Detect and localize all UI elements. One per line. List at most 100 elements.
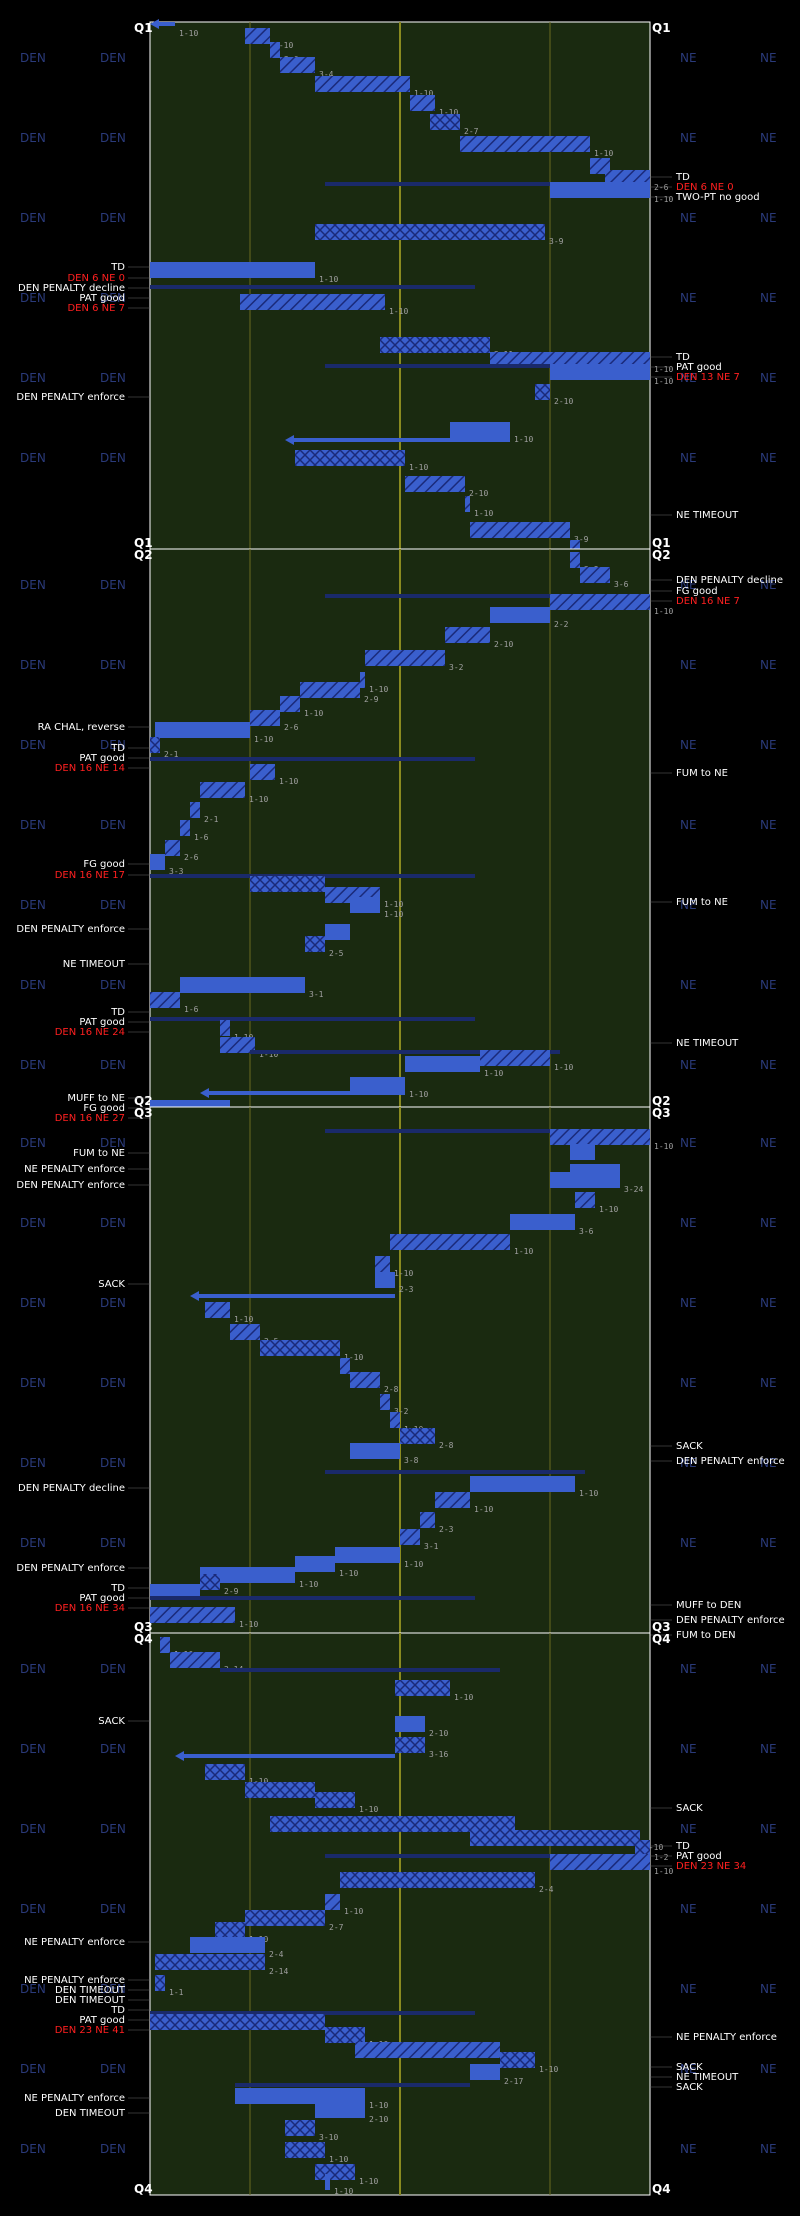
- play-bar: [405, 1056, 480, 1072]
- side-tag-den: DEN: [20, 1456, 46, 1470]
- down-distance: 2-6: [284, 723, 299, 732]
- play-bar: [285, 2120, 315, 2136]
- play-bar: [550, 182, 650, 198]
- side-tag-den: DEN: [20, 1216, 46, 1230]
- score-label: DEN 16 NE 24: [55, 1027, 125, 1038]
- quarter-label: Q3: [652, 1106, 671, 1120]
- quarter-label: Q1: [652, 536, 671, 550]
- play-bar: [245, 1910, 325, 1926]
- play-bar: [470, 522, 570, 538]
- drive-line: [325, 1129, 650, 1133]
- play-arrow: [175, 1751, 184, 1761]
- play-annotation: SACK: [98, 1279, 125, 1290]
- side-tag-ne: NE: [760, 1822, 777, 1836]
- down-distance: 1-10: [409, 1090, 428, 1099]
- play-bar: [510, 1214, 575, 1230]
- down-distance: 1-10: [254, 735, 273, 744]
- drive-line: [325, 1854, 650, 1858]
- play-annotation: DEN PENALTY enforce: [16, 392, 125, 403]
- side-tag-ne: NE: [760, 1058, 777, 1072]
- down-distance: 2-17: [504, 2077, 523, 2086]
- down-distance: 1-10: [474, 1505, 493, 1514]
- down-distance: 1-10: [514, 435, 533, 444]
- side-tag-den: DEN: [100, 1456, 126, 1470]
- play-annotation: NE TIMEOUT: [676, 510, 739, 521]
- quarter-label: Q2: [134, 548, 153, 562]
- side-tag-den: DEN: [100, 1742, 126, 1756]
- side-tag-ne: NE: [760, 1902, 777, 1916]
- down-distance: 1-10: [359, 1805, 378, 1814]
- play-annotation: NE TIMEOUT: [676, 2072, 739, 2083]
- play-bar: [395, 1716, 425, 1732]
- play-bar: [156, 22, 175, 26]
- side-tag-ne: NE: [680, 578, 697, 592]
- side-tag-den: DEN: [100, 1536, 126, 1550]
- play-bar: [635, 1840, 650, 1856]
- play-bar: [395, 1680, 450, 1696]
- down-distance: 2-9: [224, 1587, 239, 1596]
- side-tag-ne: NE: [760, 2062, 777, 2076]
- quarter-label: Q3: [134, 1620, 153, 1634]
- down-distance: 1-10: [274, 41, 293, 50]
- play-bar: [280, 57, 315, 73]
- play-bar: [291, 438, 510, 442]
- drive-line: [150, 285, 475, 289]
- side-tag-den: DEN: [100, 51, 126, 65]
- drive-line: [150, 2011, 475, 2015]
- play-annotation: SACK: [676, 1803, 703, 1814]
- side-tag-den: DEN: [20, 1296, 46, 1310]
- play-bar: [460, 136, 590, 152]
- down-distance: 1-10: [234, 1315, 253, 1324]
- down-distance: 1-10: [389, 307, 408, 316]
- drive-line: [150, 1017, 475, 1021]
- side-tag-den: DEN: [20, 898, 46, 912]
- play-annotation: PAT good: [79, 1017, 125, 1028]
- play-bar: [550, 1172, 620, 1188]
- play-bar: [570, 540, 580, 556]
- play-bar: [220, 1020, 230, 1036]
- play-bar: [196, 1294, 395, 1298]
- play-annotation: FUM to NE: [73, 1148, 125, 1159]
- side-tag-den: DEN: [20, 1136, 46, 1150]
- down-distance: 1-10: [439, 108, 458, 117]
- quarter-label: Q4: [652, 2182, 671, 2196]
- play-bar: [470, 2064, 500, 2080]
- side-tag-den: DEN: [20, 291, 46, 305]
- quarter-label: Q4: [652, 1632, 671, 1646]
- side-tag-den: DEN: [100, 898, 126, 912]
- play-annotation: TD: [675, 1841, 690, 1852]
- play-bar: [205, 1764, 245, 1780]
- play-bar: [360, 672, 365, 688]
- side-tag-ne: NE: [680, 291, 697, 305]
- play-bar: [570, 1144, 595, 1160]
- play-bar: [550, 1854, 650, 1870]
- play-bar: [470, 1830, 640, 1846]
- side-tag-ne: NE: [680, 1902, 697, 1916]
- play-bar: [190, 1937, 265, 1953]
- play-bar: [350, 897, 380, 913]
- play-bar: [315, 76, 410, 92]
- down-distance: 2-1: [164, 750, 179, 759]
- down-distance: 1-10: [454, 1693, 473, 1702]
- drive-line: [150, 757, 475, 761]
- play-bar: [155, 722, 250, 738]
- down-distance: 3-9: [549, 237, 564, 246]
- play-annotation: FG good: [676, 586, 718, 597]
- play-bar: [350, 1077, 405, 1093]
- side-tag-den: DEN: [100, 1662, 126, 1676]
- down-distance: 2-6: [184, 853, 199, 862]
- play-annotation: RA CHAL, reverse: [38, 722, 125, 733]
- down-distance: 2-4: [539, 1885, 554, 1894]
- down-distance: 1-10: [259, 1050, 278, 1059]
- side-tag-ne: NE: [760, 1742, 777, 1756]
- play-bar: [435, 1492, 470, 1508]
- side-tag-ne: NE: [680, 1536, 697, 1550]
- score-label: DEN 16 NE 34: [55, 1603, 125, 1614]
- play-bar: [450, 422, 510, 438]
- side-tag-ne: NE: [760, 211, 777, 225]
- down-distance: 1-10: [239, 1620, 258, 1629]
- play-annotation: PAT good: [79, 753, 125, 764]
- play-bar: [155, 1954, 265, 1970]
- play-bar: [490, 607, 550, 623]
- play-bar: [550, 364, 650, 380]
